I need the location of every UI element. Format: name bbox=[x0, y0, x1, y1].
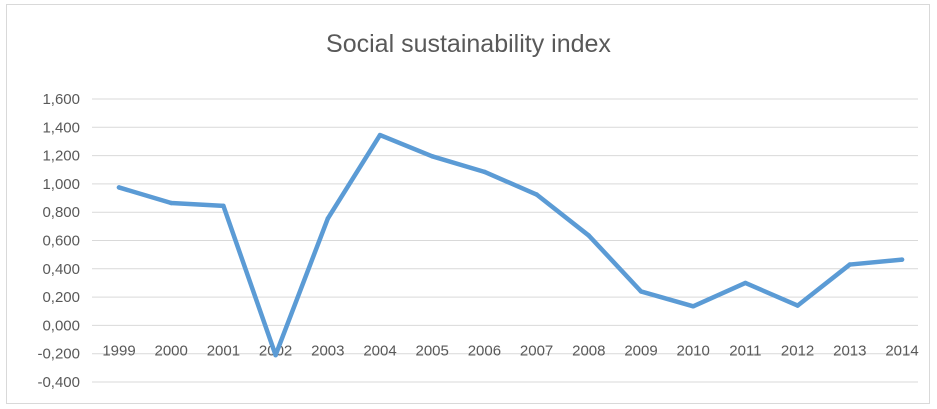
x-tick-label: 1999 bbox=[102, 342, 135, 359]
data-point bbox=[534, 192, 539, 197]
x-tick-label: 2006 bbox=[468, 342, 501, 359]
y-tick-label: 0,600 bbox=[42, 233, 80, 250]
chart-title: Social sustainability index bbox=[326, 30, 611, 58]
y-tick-label: 0,000 bbox=[42, 317, 80, 334]
data-point bbox=[116, 185, 122, 190]
data-point bbox=[221, 203, 226, 209]
x-tick-label: 2011 bbox=[729, 342, 761, 359]
data-point bbox=[638, 289, 644, 294]
x-tick-label: 2009 bbox=[624, 342, 657, 359]
x-tick-label: 2003 bbox=[311, 342, 344, 359]
y-tick-label: -0,400 bbox=[37, 374, 80, 391]
data-point bbox=[168, 200, 174, 206]
data-point bbox=[847, 262, 853, 267]
y-tick-label: 0,200 bbox=[42, 289, 80, 306]
x-tick-label: 2008 bbox=[572, 342, 605, 359]
data-point bbox=[377, 132, 383, 138]
data-point bbox=[586, 233, 592, 238]
x-tick-label: 2013 bbox=[833, 342, 866, 359]
x-tick-label: 2010 bbox=[677, 342, 710, 359]
y-tick-label: 1,400 bbox=[42, 119, 80, 136]
x-tick-label: 2007 bbox=[520, 342, 553, 359]
data-point bbox=[482, 169, 487, 175]
data-point bbox=[690, 304, 696, 309]
x-tick-label: 2012 bbox=[781, 342, 814, 359]
data-point bbox=[273, 352, 278, 358]
x-tick-label: 2000 bbox=[155, 342, 188, 359]
x-tick-label: 2005 bbox=[416, 342, 449, 359]
x-tick-label: 2001 bbox=[207, 342, 240, 359]
y-tick-label: -0,200 bbox=[37, 346, 80, 363]
y-tick-label: 1,000 bbox=[42, 176, 80, 193]
chart-frame bbox=[6, 4, 930, 404]
y-tick-label: 0,800 bbox=[42, 204, 80, 221]
y-tick-label: 1,600 bbox=[42, 91, 80, 108]
series-line bbox=[116, 132, 905, 358]
data-point bbox=[795, 303, 800, 308]
data-point bbox=[325, 216, 331, 221]
x-tick-label: 2004 bbox=[363, 342, 396, 359]
data-point bbox=[429, 154, 435, 159]
y-tick-label: 1,200 bbox=[42, 148, 80, 165]
data-point bbox=[899, 257, 905, 262]
x-tick-label: 2014 bbox=[885, 342, 918, 359]
y-tick-label: 0,400 bbox=[42, 261, 80, 278]
data-point bbox=[743, 280, 748, 286]
